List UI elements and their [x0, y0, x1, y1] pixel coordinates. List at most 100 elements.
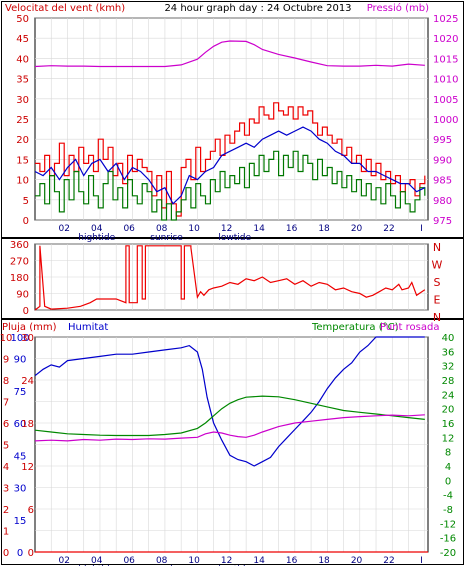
humidity-tick-label: 30 — [14, 484, 27, 495]
x-tick-label: 20 — [351, 556, 363, 566]
x-tick-label: 02 — [59, 556, 70, 566]
pressure-tick-label: 995 — [433, 135, 452, 146]
temperature-tick-label: 36 — [442, 347, 455, 358]
temperature-tick-label: -20 — [440, 548, 456, 559]
temperature-line — [34, 395, 425, 437]
rain-tick-label: 0 — [3, 548, 9, 559]
humidity-axis-label: Humitat — [68, 322, 108, 333]
wind-average-line — [34, 126, 426, 205]
pressure-tick-label: 1020 — [433, 34, 458, 45]
pressure-line — [34, 40, 425, 68]
x-tick-label: 02 — [59, 224, 70, 234]
temperature-tick-label: 8 — [445, 448, 451, 459]
x-event-label: hightide — [78, 233, 115, 243]
direction-tick-label: 360 — [10, 240, 29, 251]
x-tick-label: 16 — [286, 224, 298, 234]
rain-tick-label: 7 — [3, 398, 9, 409]
rain-tick-label: 5 — [3, 441, 9, 452]
wind-tick-label: 0 — [23, 216, 29, 227]
temperature-tick-label: 16 — [442, 419, 455, 430]
temperature-tick-label: 40 — [442, 333, 455, 344]
rain-tick-label: 4 — [3, 462, 9, 473]
direction-tick-label: 270 — [10, 257, 29, 268]
wind-tick-label: 35 — [16, 75, 29, 86]
dewpoint-line — [34, 414, 425, 442]
rain-rate-tick-label: 18 — [21, 419, 34, 430]
chart-title: 24 hour graph day : 24 Octubre 2013 — [164, 3, 351, 14]
pressure-tick-label: 975 — [433, 216, 452, 227]
pressure-tick-label: 990 — [433, 155, 452, 166]
temperature-tick-label: -4 — [443, 491, 453, 502]
wind-tick-label: 10 — [16, 176, 29, 187]
wind-tick-label: 40 — [16, 54, 29, 65]
humidity-tick-label: 15 — [14, 516, 27, 527]
temperature-tick-label: 24 — [442, 390, 455, 401]
x-tick-label: 22 — [383, 224, 394, 234]
pressure-tick-label: 985 — [433, 176, 452, 187]
direction-tick-label: 0 — [23, 306, 29, 317]
rain-tick-label: 3 — [3, 484, 9, 495]
x-tick-label: 18 — [318, 224, 330, 234]
pressure-axis-label: Pressió (mb) — [367, 2, 429, 14]
temperature-tick-label: 12 — [442, 433, 455, 444]
x-tick-label: 10 — [188, 224, 200, 234]
temperature-tick-label: 32 — [442, 362, 455, 373]
x-event-label: lowtide — [218, 233, 251, 243]
wind-direction-line — [34, 245, 426, 311]
wind-tick-label: 5 — [23, 196, 29, 207]
rain-axis-label: Pluja (mm) — [2, 322, 57, 333]
compass-label: N — [433, 311, 441, 324]
direction-tick-label: 180 — [10, 273, 29, 284]
compass-label: E — [434, 294, 441, 307]
humidity-tick-label: 45 — [14, 451, 27, 462]
x-tick-label: 12 — [221, 224, 232, 234]
pressure-tick-label: 980 — [433, 196, 452, 207]
top-panel-frame — [1, 1, 464, 238]
wind-speed-axis-label: Velocitat del vent (kmh) — [5, 3, 125, 14]
x-tick-label: 04 — [91, 556, 103, 566]
x-tick-label: I — [420, 556, 423, 566]
temperature-tick-label: 0 — [445, 476, 451, 487]
pressure-tick-label: 1005 — [433, 95, 458, 106]
wind-tick-label: 25 — [16, 115, 29, 126]
humidity-tick-label: 60 — [14, 419, 27, 430]
x-tick-label: 08 — [156, 224, 168, 234]
x-tick-label: I — [420, 224, 423, 234]
x-tick-label: 14 — [253, 556, 265, 566]
temperature-tick-label: -12 — [440, 519, 456, 530]
compass-label: N — [433, 241, 441, 254]
humidity-tick-label: 0 — [17, 548, 23, 559]
x-tick-label: 18 — [318, 556, 330, 566]
temperature-tick-label: -8 — [443, 505, 453, 516]
pressure-tick-label: 1025 — [433, 14, 458, 25]
pressure-tick-label: 1015 — [433, 54, 458, 65]
wind-tick-label: 30 — [16, 95, 29, 106]
direction-panel-frame — [1, 238, 464, 319]
temperature-tick-label: 4 — [445, 462, 451, 473]
x-tick-label: 10 — [188, 556, 200, 566]
rain-rate-tick-label: 12 — [21, 462, 34, 473]
pressure-tick-label: 1010 — [433, 75, 458, 86]
humidity-tick-label: 75 — [14, 387, 27, 398]
pressure-tick-label: 1000 — [433, 115, 458, 126]
compass-label: S — [434, 276, 441, 289]
temperature-tick-label: -16 — [440, 534, 456, 545]
bottom-panel-frame — [1, 319, 464, 565]
x-tick-label: 08 — [156, 556, 168, 566]
rain-rate-tick-label: 24 — [21, 376, 34, 387]
x-tick-label: 06 — [123, 556, 135, 566]
humidity-line — [34, 336, 425, 467]
compass-label: W — [432, 259, 443, 272]
rain-rate-tick-label: 0 — [28, 548, 34, 559]
rain-tick-label: 1 — [3, 527, 9, 538]
humidity-tick-label: 90 — [14, 355, 27, 366]
direction-tick-label: 90 — [16, 290, 29, 301]
wind-tick-label: 20 — [16, 135, 29, 146]
wind-tick-label: 50 — [16, 14, 29, 25]
wind-tick-label: 45 — [16, 34, 29, 45]
rain-tick-label: 8 — [3, 376, 9, 387]
rain-tick-label: 2 — [3, 505, 9, 516]
